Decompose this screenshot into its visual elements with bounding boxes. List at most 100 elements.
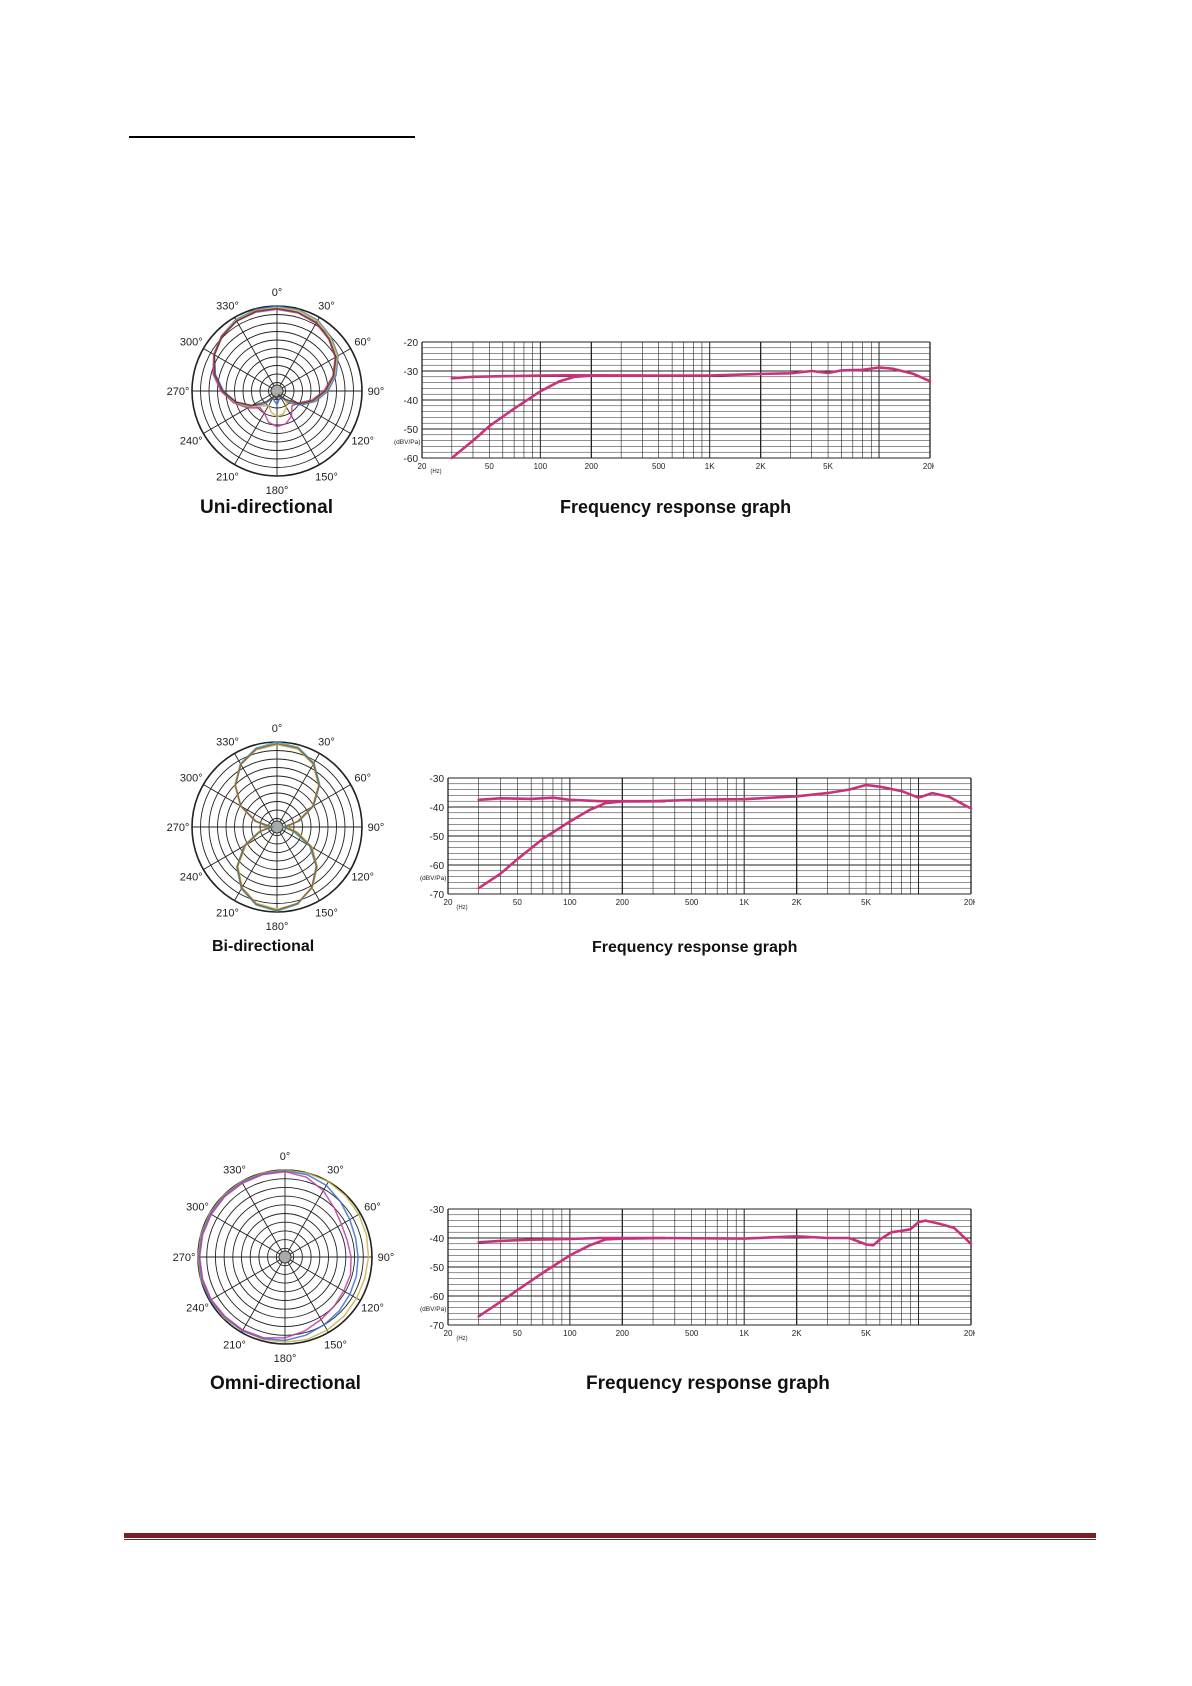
- bi-frequency-chart: -30 -40 -50 -60 -70 (dBV/Pa) 20 50 100 200 500 1K 2K…: [420, 774, 975, 911]
- y-tick-label: -40: [430, 1234, 445, 1245]
- x-tick-label: 50: [485, 462, 494, 471]
- angle-label: 270°: [167, 822, 190, 834]
- uni-polar-chart: 0° 30° 60° 90° 120° 150° 180° 210° 240° 270° 300° 3…: [167, 287, 385, 497]
- x-unit-label: (Hz): [456, 1336, 467, 1342]
- bi-polar-chart: 0° 30° 60° 90° 120° 150° 180° 210° 240° 270° 300° 3…: [167, 723, 385, 933]
- x-unit-label: (Hz): [430, 469, 441, 475]
- angle-label: 270°: [167, 386, 190, 398]
- y-tick-label: -40: [404, 396, 419, 407]
- omni-polar-caption: Omni-directional: [210, 1373, 361, 1394]
- y-tick-label: -70: [430, 1321, 445, 1332]
- angle-label: 90°: [368, 386, 385, 398]
- grid-spoke: [287, 1261, 329, 1333]
- y-tick-label: -60: [404, 454, 419, 465]
- uni-frequency-chart: -20 -30 -40 -50 -60 (dBV/Pa) 20 50 100 200 500 1K 2K…: [394, 338, 934, 475]
- angle-label: 210°: [216, 908, 239, 920]
- angle-label: 150°: [315, 908, 338, 920]
- angle-label: 0°: [280, 1151, 291, 1163]
- grid-spoke: [203, 393, 273, 434]
- grid-spoke: [281, 829, 351, 870]
- x-tick-label: 20: [418, 462, 427, 471]
- x-tick-label: 2K: [792, 898, 802, 907]
- x-tick-label: 1K: [705, 462, 715, 471]
- angle-label: 180°: [266, 485, 289, 497]
- angle-label: 90°: [368, 822, 385, 834]
- response-line: [477, 783, 973, 810]
- angle-label: 240°: [180, 872, 203, 884]
- center-hub: [270, 384, 284, 398]
- response-line: [477, 799, 666, 890]
- x-tick-label: 100: [534, 462, 548, 471]
- bi-frequency-caption: Frequency response graph: [592, 939, 798, 956]
- grid-spoke: [281, 784, 351, 825]
- angle-label: 300°: [180, 337, 203, 349]
- angle-label: 240°: [186, 1303, 209, 1315]
- grid-spoke: [281, 348, 351, 389]
- x-tick-label: 20: [444, 898, 453, 907]
- x-tick-label: 1K: [739, 898, 749, 907]
- grid-spoke: [241, 1181, 283, 1253]
- grid-spoke: [289, 1259, 361, 1301]
- y-tick-label: -70: [430, 890, 445, 901]
- y-tick-label: -20: [404, 338, 419, 349]
- y-tick-label: -50: [430, 832, 445, 843]
- freq-grid: [447, 777, 972, 895]
- grid-spoke: [203, 784, 273, 825]
- y-tick-label: -60: [430, 1292, 445, 1303]
- x-tick-label: 100: [563, 1329, 577, 1338]
- angle-label: 150°: [324, 1340, 347, 1352]
- angle-label: 300°: [180, 773, 203, 785]
- grid-spoke: [287, 1181, 329, 1253]
- polar-pattern-line: [198, 1170, 359, 1342]
- x-tick-label: 200: [616, 1329, 630, 1338]
- x-tick-label: 500: [685, 898, 699, 907]
- response-line: [450, 366, 932, 383]
- x-tick-label: 100: [563, 898, 577, 907]
- x-tick-label: 5K: [861, 898, 871, 907]
- grid-spoke: [209, 1259, 281, 1301]
- angle-label: 330°: [216, 736, 239, 748]
- angle-label: 30°: [318, 300, 335, 312]
- x-tick-label: 500: [685, 1329, 699, 1338]
- angle-label: 150°: [315, 472, 338, 484]
- grid-spoke: [281, 393, 351, 434]
- response-line: [477, 1219, 973, 1247]
- polar-grid: [191, 741, 363, 913]
- grid-spoke: [279, 831, 320, 901]
- y-tick-label: -30: [430, 1205, 445, 1216]
- grid-spoke: [234, 395, 275, 465]
- freq-grid: [421, 341, 931, 459]
- angle-label: 120°: [351, 872, 374, 884]
- angle-label: 30°: [327, 1165, 344, 1177]
- x-tick-label: 50: [513, 1329, 522, 1338]
- angle-label: 180°: [266, 921, 289, 933]
- x-tick-label: 20K: [964, 1329, 975, 1338]
- angle-label: 60°: [354, 337, 371, 349]
- center-hub: [278, 1250, 292, 1264]
- uni-polar-caption: Uni-directional: [200, 497, 334, 518]
- top-rule: [129, 136, 415, 138]
- x-tick-label: 2K: [756, 462, 766, 471]
- y-unit-label: (dBV/Pa): [420, 1306, 446, 1313]
- x-tick-label: 20K: [923, 462, 934, 471]
- grid-spoke: [203, 829, 273, 870]
- grid-spoke: [209, 1213, 281, 1255]
- freq-grid: [447, 1208, 972, 1326]
- footer-rule: [124, 1533, 1096, 1541]
- angle-label: 180°: [274, 1353, 297, 1365]
- grid-spoke: [234, 317, 275, 387]
- angle-label: 300°: [186, 1202, 209, 1214]
- x-tick-label: 1K: [739, 1329, 749, 1338]
- angle-label: 330°: [223, 1165, 246, 1177]
- x-tick-label: 20K: [964, 898, 975, 907]
- response-line: [450, 374, 644, 460]
- x-tick-label: 5K: [861, 1329, 871, 1338]
- y-unit-label: (dBV/Pa): [394, 439, 420, 446]
- polar-grid: [191, 305, 363, 477]
- angle-label: 60°: [354, 773, 371, 785]
- y-tick-label: -30: [404, 367, 419, 378]
- angle-label: 60°: [364, 1202, 381, 1214]
- bi-polar-caption: Bi-directional: [212, 938, 315, 955]
- polar-pattern-line: [198, 1170, 352, 1339]
- x-tick-label: 50: [513, 898, 522, 907]
